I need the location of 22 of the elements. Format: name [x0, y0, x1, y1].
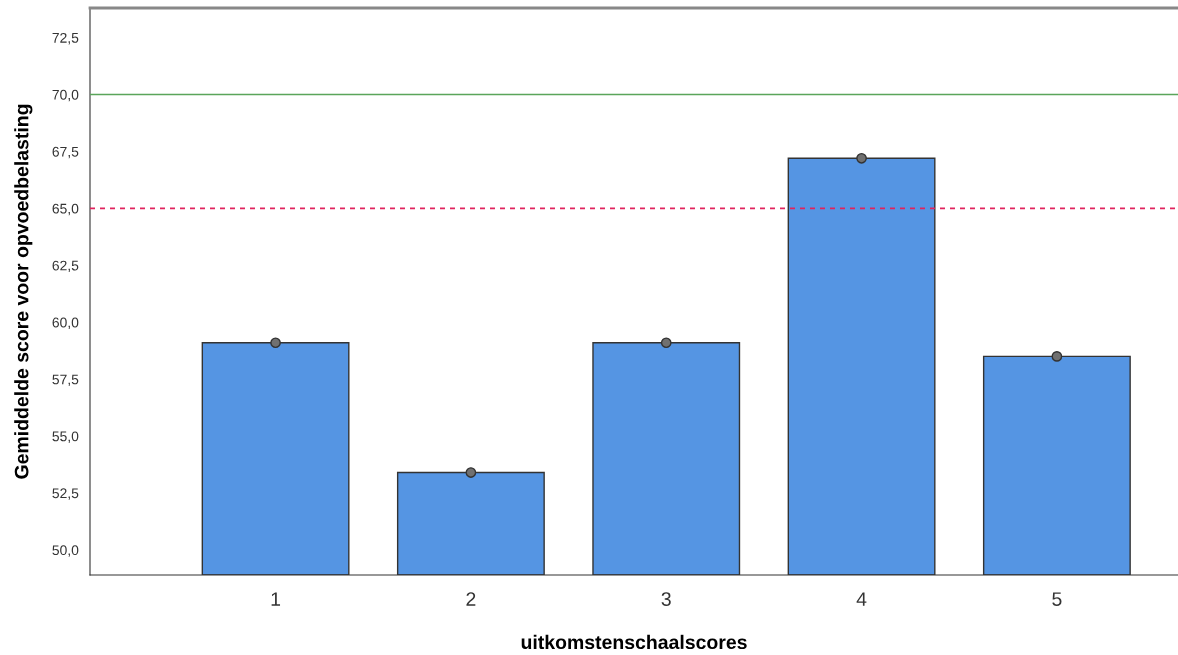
y-tick-label: 72,5 — [52, 32, 79, 45]
x-axis-title: uitkomstenschaalscores — [521, 634, 747, 650]
y-tick-label: 50,0 — [52, 545, 79, 557]
x-tick-label: 1 — [271, 592, 281, 606]
x-tick-label: 3 — [661, 592, 671, 606]
y-tick-label: 55,0 — [52, 431, 79, 443]
y-tick-label: 60,0 — [52, 317, 79, 330]
y-tick-label: 70,0 — [52, 89, 79, 102]
point — [270, 337, 281, 349]
point — [856, 152, 867, 164]
point — [660, 337, 672, 349]
y-tick-label: 52,5 — [52, 488, 79, 500]
y-axis-title: Gemiddelde score voor opvoedbelasting — [14, 104, 33, 479]
point — [465, 467, 477, 478]
point — [1051, 351, 1063, 362]
y-tick-label: 67,5 — [52, 146, 79, 159]
x-tick-label: 5 — [1052, 592, 1062, 606]
y-tick-label: 62,5 — [52, 260, 79, 273]
x-tick-label: 4 — [856, 592, 867, 606]
x-tick-label: 2 — [466, 592, 476, 606]
y-tick-label: 65,0 — [52, 203, 79, 216]
y-tick-label: 57,5 — [52, 374, 79, 386]
